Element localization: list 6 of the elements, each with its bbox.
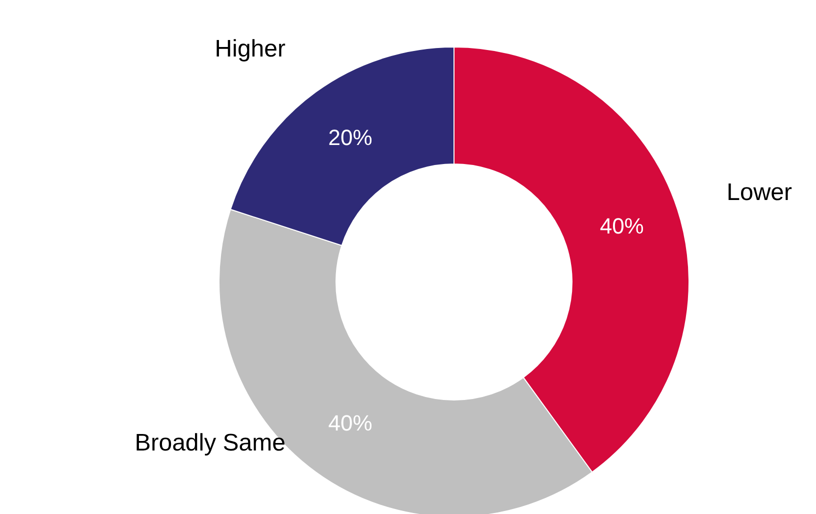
slice-label: Broadly Same: [134, 429, 286, 456]
data-label: 40%: [600, 213, 644, 238]
slice-label: Higher: [214, 35, 286, 62]
data-label: 40%: [328, 410, 372, 436]
slice-label: Lower: [726, 178, 792, 206]
data-label: 20%: [328, 125, 372, 150]
